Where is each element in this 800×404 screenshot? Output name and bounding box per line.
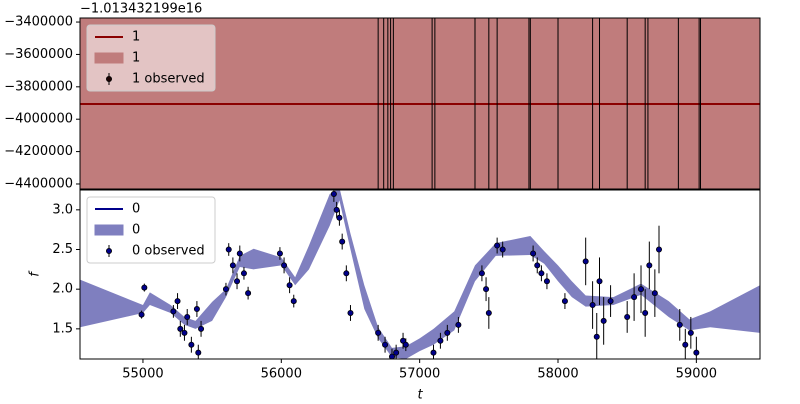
- y-tick-label: −3800000: [4, 79, 73, 94]
- observed-point: [236, 250, 243, 257]
- x-tick-label: 56000: [261, 367, 302, 382]
- observed-point: [286, 282, 293, 289]
- observed-point: [339, 238, 346, 245]
- observed-point: [225, 246, 232, 253]
- observed-point: [638, 286, 645, 293]
- observed-point: [281, 262, 288, 269]
- observed-point: [589, 302, 596, 309]
- observed-point: [631, 294, 638, 301]
- observed-point: [494, 242, 501, 249]
- legend-label: 1 observed: [132, 72, 205, 87]
- observed-point: [538, 270, 545, 277]
- observed-point: [393, 349, 400, 356]
- observed-point: [375, 329, 382, 336]
- observed-point: [170, 308, 177, 315]
- legend-label: 0 observed: [132, 244, 205, 259]
- observed-point: [607, 298, 614, 305]
- observed-point: [478, 270, 485, 277]
- y-tick-label: −3600000: [4, 47, 73, 62]
- plot-area: [80, 190, 760, 359]
- observed-point: [596, 278, 603, 285]
- offset-text: −1.013432199e16: [80, 2, 202, 17]
- observed-point: [184, 313, 191, 320]
- x-tick-label: 58000: [537, 367, 578, 382]
- x-tick-label: 55000: [122, 367, 163, 382]
- x-tick-label: 59000: [676, 367, 717, 382]
- legend-label: 0: [132, 202, 140, 217]
- legend-label: 1: [132, 51, 140, 66]
- observed-point: [561, 298, 568, 305]
- legend-marker: [106, 76, 113, 83]
- observed-point: [193, 306, 200, 313]
- observed-point: [483, 286, 490, 293]
- observed-point: [402, 341, 409, 348]
- legend-patch: [94, 52, 124, 64]
- observed-point: [336, 214, 343, 221]
- legend-box: [86, 196, 216, 264]
- legend-patch: [94, 224, 124, 236]
- observed-point: [651, 290, 658, 297]
- observed-point: [343, 270, 350, 277]
- observed-point: [687, 329, 694, 336]
- observed-point: [600, 317, 607, 324]
- observed-point: [276, 250, 283, 257]
- observed-point: [656, 246, 663, 253]
- observed-point: [444, 329, 451, 336]
- observed-point: [198, 325, 205, 332]
- observed-point: [330, 190, 337, 197]
- axes-frame: [79, 17, 761, 190]
- observed-point: [382, 341, 389, 348]
- legend-label: 1: [132, 30, 140, 45]
- y-tick-label: 2.5: [52, 242, 73, 257]
- y-tick-label: −4000000: [4, 112, 73, 127]
- legend-label: 0: [132, 223, 140, 238]
- observed-point: [188, 341, 195, 348]
- x-axis-label: t: [417, 388, 423, 401]
- observed-point: [593, 333, 600, 340]
- observed-point: [430, 349, 437, 356]
- observed-point: [195, 349, 202, 356]
- observed-point: [347, 309, 354, 316]
- observed-point: [693, 349, 700, 356]
- observed-point: [534, 262, 541, 269]
- observed-point: [177, 325, 184, 332]
- observed-point: [400, 337, 407, 344]
- y-axis-label: f: [28, 270, 43, 277]
- y-tick-label: 2.0: [52, 282, 73, 297]
- observed-point: [245, 290, 252, 297]
- observed-point: [141, 284, 148, 291]
- observed-point: [229, 262, 236, 269]
- observed-point: [499, 246, 506, 253]
- y-tick-label: 3.0: [52, 202, 73, 217]
- observed-point: [181, 329, 188, 336]
- y-tick-label: −3400000: [4, 15, 73, 30]
- observed-point: [543, 278, 550, 285]
- observed-point: [437, 337, 444, 344]
- observed-point: [388, 353, 395, 359]
- observed-point: [676, 321, 683, 328]
- observed-point: [234, 278, 241, 285]
- observed-point: [138, 311, 145, 318]
- y-tick-label: −4400000: [4, 176, 73, 191]
- legend-marker: [106, 247, 113, 254]
- observed-point: [530, 250, 537, 257]
- observed-point: [333, 206, 340, 213]
- observed-point: [290, 298, 297, 305]
- observed-point: [682, 341, 689, 348]
- legend-box: [86, 24, 216, 92]
- observed-point: [624, 313, 631, 320]
- observed-point: [485, 309, 492, 316]
- observed-point: [455, 321, 462, 328]
- y-tick-label: −4200000: [4, 144, 73, 159]
- plot-area: [80, 18, 760, 189]
- observed-point: [222, 286, 229, 293]
- observed-point: [240, 270, 247, 277]
- x-tick-label: 57000: [399, 367, 440, 382]
- y-tick-label: 1.5: [52, 321, 73, 336]
- observed-point: [646, 262, 653, 269]
- observed-point: [582, 258, 589, 265]
- observed-point: [174, 298, 181, 305]
- observed-point: [642, 309, 649, 316]
